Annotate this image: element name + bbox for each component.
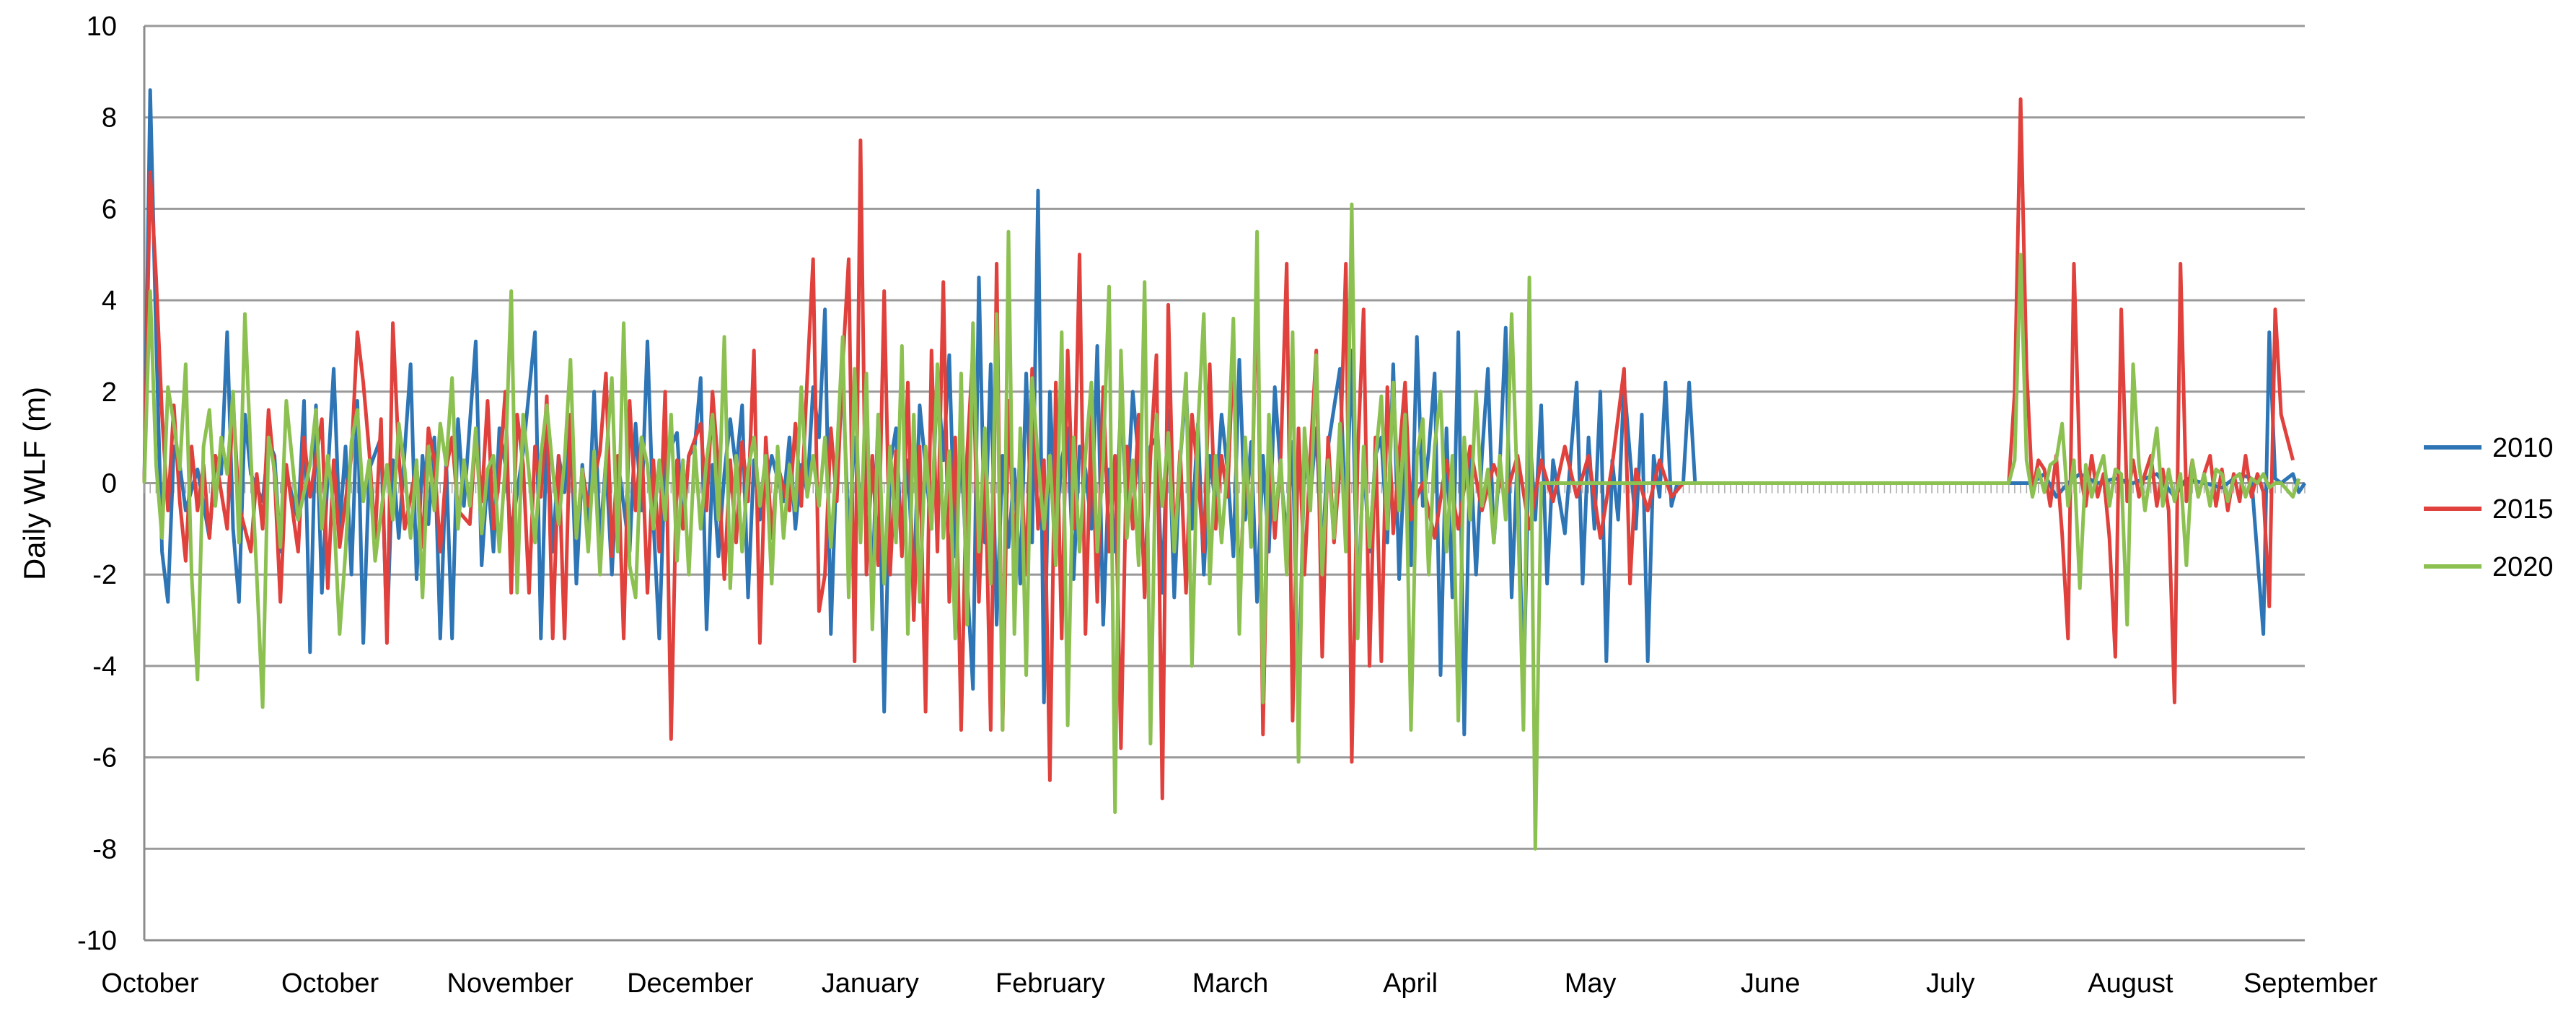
y-tick-label: -2 [92, 560, 117, 590]
x-tick-label: September [2243, 968, 2378, 999]
y-axis-title: Daily WLF (m) [17, 387, 51, 580]
series-line-2010 [142, 88, 2307, 737]
legend-item-2020: 2020 [2424, 552, 2554, 582]
series-lines [142, 88, 2307, 851]
legend-item-2015: 2015 [2424, 494, 2554, 525]
y-tick-label: -4 [92, 652, 117, 682]
y-tick-label: -10 [77, 926, 117, 956]
x-tick-label: August [2088, 968, 2173, 999]
y-tick-label: 10 [87, 12, 117, 42]
y-tick-label: 6 [102, 194, 117, 224]
legend-label: 2010 [2492, 433, 2554, 463]
x-tick-label: March [1192, 968, 1269, 999]
y-tick-labels: -10 -8 -6 -4 -2 0 2 4 6 8 10 [77, 12, 117, 956]
x-tick-label: October [281, 968, 379, 999]
x-tick-label: October [101, 968, 199, 999]
x-tick-label: April [1383, 968, 1438, 999]
y-tick-label: -6 [92, 743, 117, 774]
legend-label: 2020 [2492, 552, 2554, 582]
x-tick-label: January [822, 968, 919, 999]
y-tick-label: 2 [102, 377, 117, 408]
x-tick-label: December [627, 968, 754, 999]
y-tick-label: -8 [92, 834, 117, 864]
y-tick-label: 8 [102, 103, 117, 133]
x-tick-labels: October October November December January Feb… [101, 968, 2378, 999]
legend-label: 2015 [2492, 494, 2554, 525]
series-line-2020 [142, 202, 2301, 851]
legend: 2010 2015 2020 [2424, 433, 2554, 582]
x-tick-label: July [1926, 968, 1975, 999]
y-tick-label: 0 [102, 469, 117, 499]
y-tick-label: 4 [102, 286, 117, 316]
legend-item-2010: 2010 [2424, 433, 2554, 463]
x-tick-label: February [995, 968, 1105, 999]
x-tick-label: June [1741, 968, 1800, 999]
x-tick-label: November [447, 968, 574, 999]
x-tick-label: May [1565, 968, 1617, 999]
